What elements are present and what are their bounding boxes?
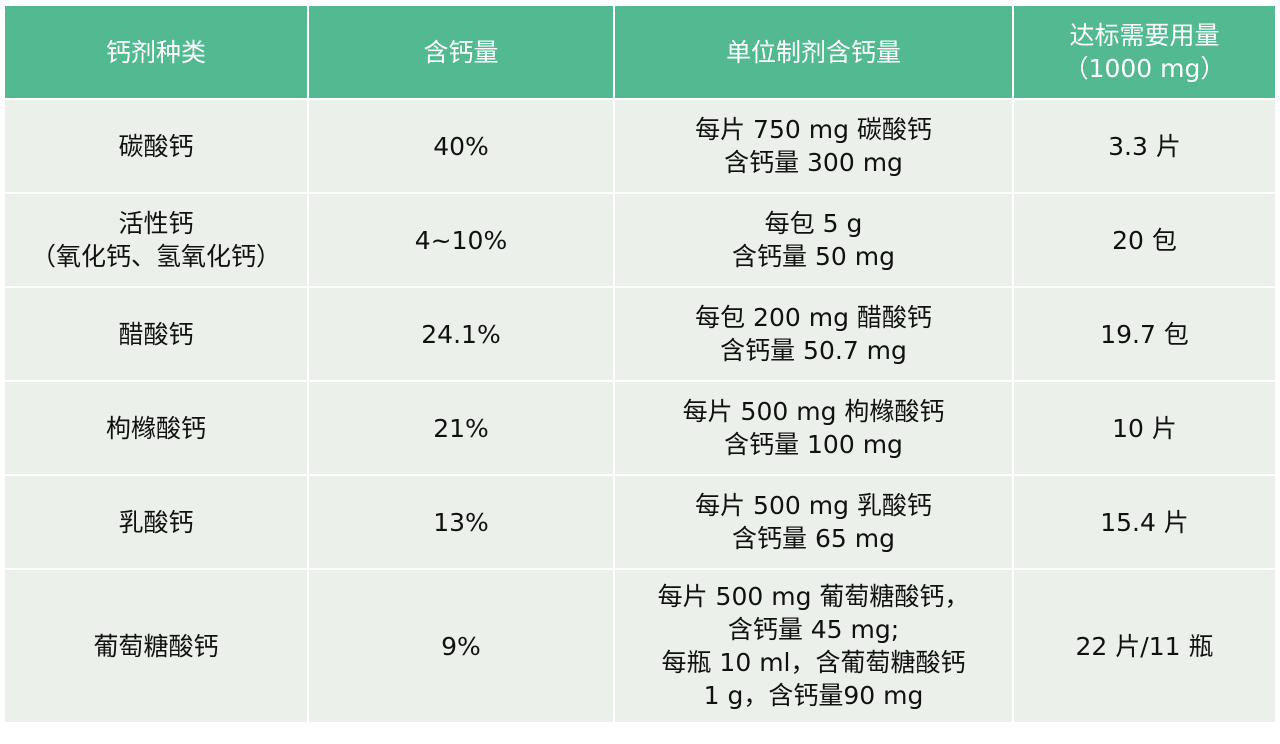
header-content: 含钙量 xyxy=(307,4,615,100)
cell-unit: 每片 500 mg 乳酸钙 含钙量 65 mg xyxy=(613,474,1014,570)
cell-unit: 每片 500 mg 枸橼酸钙 含钙量 100 mg xyxy=(613,380,1014,476)
cell-unit: 每片 750 mg 碳酸钙 含钙量 300 mg xyxy=(613,98,1014,194)
header-dose: 达标需要用量 （1000 mg） xyxy=(1012,4,1277,100)
cell-unit-line: 每片 500 mg 葡萄糖酸钙， xyxy=(657,582,970,611)
cell-content: 9% xyxy=(307,568,615,724)
cell-dose: 15.4 片 xyxy=(1012,474,1277,570)
header-dose-line: （1000 mg） xyxy=(1063,54,1226,83)
cell-type-line: （氧化钙、氢氧化钙） xyxy=(30,242,281,271)
calcium-table: 钙剂种类 含钙量 单位制剂含钙量 达标需要用量 （1000 mg） 碳酸钙 40%… xyxy=(3,4,1277,724)
table-row: 葡萄糖酸钙 9% 每片 500 mg 葡萄糖酸钙， 含钙量 45 mg; 每瓶 10 m… xyxy=(3,568,1277,724)
cell-unit-line: 每瓶 10 ml，含葡萄糖酸钙 xyxy=(661,648,966,677)
header-row: 钙剂种类 含钙量 单位制剂含钙量 达标需要用量 （1000 mg） xyxy=(3,4,1277,100)
cell-dose: 3.3 片 xyxy=(1012,98,1277,194)
table-row: 碳酸钙 40% 每片 750 mg 碳酸钙 含钙量 300 mg 3.3 片 xyxy=(3,98,1277,194)
cell-type: 葡萄糖酸钙 xyxy=(3,568,309,724)
cell-type-line: 葡萄糖酸钙 xyxy=(93,631,219,661)
cell-unit-line: 每包 5 g xyxy=(764,209,863,238)
cell-unit-line: 含钙量 100 mg xyxy=(724,430,903,459)
cell-unit-line: 含钙量 50 mg xyxy=(732,242,895,271)
cell-unit-line: 含钙量 50.7 mg xyxy=(720,336,907,365)
cell-unit-line: 含钙量 65 mg xyxy=(732,524,895,553)
cell-type-line: 乳酸钙 xyxy=(118,507,194,537)
table-row: 乳酸钙 13% 每片 500 mg 乳酸钙 含钙量 65 mg 15.4 片 xyxy=(3,474,1277,570)
table-row: 枸橼酸钙 21% 每片 500 mg 枸橼酸钙 含钙量 100 mg 10 片 xyxy=(3,380,1277,476)
cell-unit-line: 1 g，含钙量90 mg xyxy=(703,681,924,710)
cell-unit-line: 含钙量 45 mg; xyxy=(727,615,900,644)
cell-type-line: 活性钙 xyxy=(118,209,194,238)
cell-unit-line: 每包 200 mg 醋酸钙 xyxy=(695,303,932,332)
table-row: 活性钙 （氧化钙、氢氧化钙） 4~10% 每包 5 g 含钙量 50 mg 20 包 xyxy=(3,192,1277,288)
cell-type-line: 枸橼酸钙 xyxy=(105,413,206,443)
cell-unit: 每包 200 mg 醋酸钙 含钙量 50.7 mg xyxy=(613,286,1014,382)
cell-unit: 每包 5 g 含钙量 50 mg xyxy=(613,192,1014,288)
cell-dose: 22 片/11 瓶 xyxy=(1012,568,1277,724)
cell-type: 枸橼酸钙 xyxy=(3,380,309,476)
cell-unit-line: 每片 500 mg 枸橼酸钙 xyxy=(682,397,945,426)
cell-unit-line: 每片 750 mg 碳酸钙 xyxy=(695,115,932,144)
cell-content: 13% xyxy=(307,474,615,570)
cell-type: 碳酸钙 xyxy=(3,98,309,194)
cell-unit: 每片 500 mg 葡萄糖酸钙， 含钙量 45 mg; 每瓶 10 ml，含葡萄糖酸… xyxy=(613,568,1014,724)
cell-unit-line: 每片 500 mg 乳酸钙 xyxy=(695,491,932,520)
cell-type-line: 碳酸钙 xyxy=(118,131,194,161)
cell-type: 乳酸钙 xyxy=(3,474,309,570)
cell-dose: 10 片 xyxy=(1012,380,1277,476)
table-row: 醋酸钙 24.1% 每包 200 mg 醋酸钙 含钙量 50.7 mg 19.7 包 xyxy=(3,286,1277,382)
cell-type: 活性钙 （氧化钙、氢氧化钙） xyxy=(3,192,309,288)
cell-type-line: 醋酸钙 xyxy=(118,319,194,349)
cell-dose: 20 包 xyxy=(1012,192,1277,288)
header-dose-line: 达标需要用量 xyxy=(1069,21,1220,50)
cell-content: 4~10% xyxy=(307,192,615,288)
header-unit: 单位制剂含钙量 xyxy=(613,4,1014,100)
header-type: 钙剂种类 xyxy=(3,4,309,100)
cell-content: 24.1% xyxy=(307,286,615,382)
cell-type: 醋酸钙 xyxy=(3,286,309,382)
cell-dose: 19.7 包 xyxy=(1012,286,1277,382)
cell-content: 21% xyxy=(307,380,615,476)
cell-content: 40% xyxy=(307,98,615,194)
cell-unit-line: 含钙量 300 mg xyxy=(724,148,903,177)
